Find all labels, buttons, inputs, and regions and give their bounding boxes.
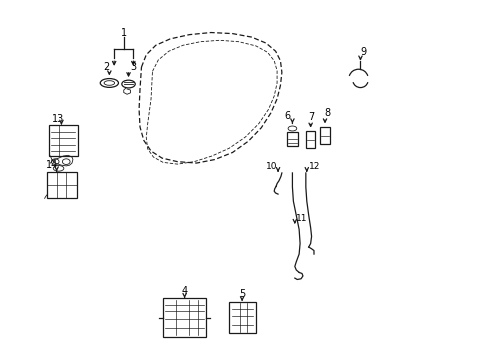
Text: 9: 9 <box>360 47 366 57</box>
Bar <box>47 172 77 198</box>
Text: 8: 8 <box>324 108 330 118</box>
Text: 7: 7 <box>308 112 314 122</box>
Text: 3: 3 <box>130 62 136 72</box>
Text: 1: 1 <box>121 27 126 37</box>
Text: 6: 6 <box>284 112 290 121</box>
Bar <box>286 132 298 147</box>
Bar <box>320 127 329 144</box>
Text: 10: 10 <box>265 162 277 171</box>
Bar <box>229 302 255 333</box>
Bar <box>163 298 206 337</box>
Text: 14: 14 <box>46 160 58 170</box>
Text: 2: 2 <box>103 62 109 72</box>
Bar <box>305 131 315 148</box>
Bar <box>49 125 78 156</box>
Text: 11: 11 <box>296 213 307 222</box>
Text: 4: 4 <box>181 286 187 296</box>
Text: 5: 5 <box>239 289 244 298</box>
Text: 12: 12 <box>308 162 320 171</box>
Text: 13: 13 <box>52 114 64 124</box>
